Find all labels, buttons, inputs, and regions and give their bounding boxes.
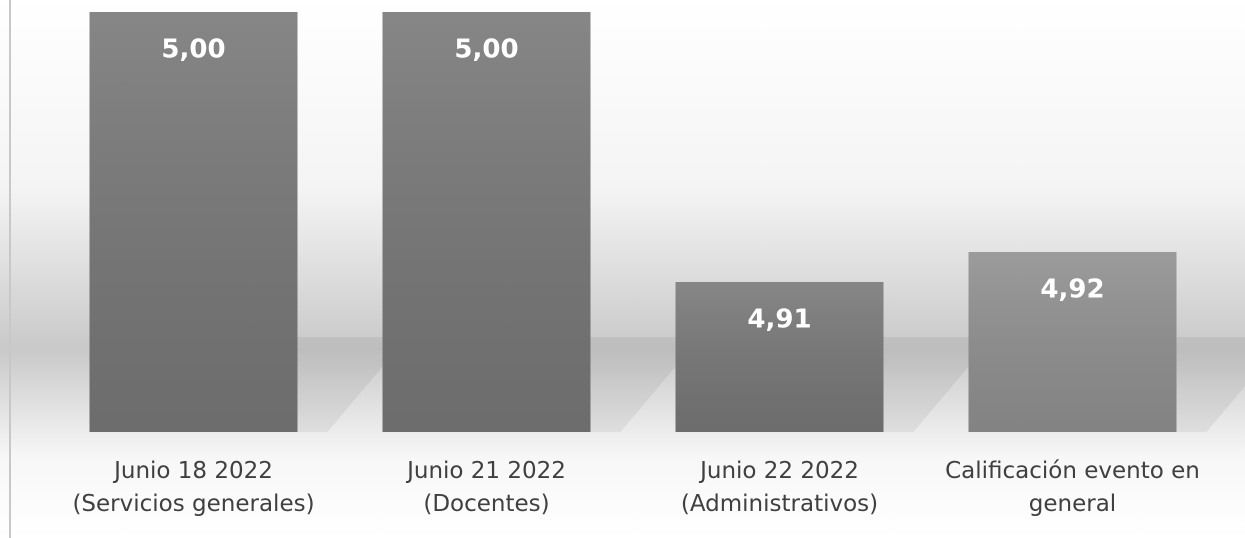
value-label: 5,00 <box>161 35 225 65</box>
bar-shadow <box>590 337 701 432</box>
bar-shade <box>89 12 298 432</box>
bar-shadow <box>1176 337 1245 432</box>
bar-shadow <box>883 337 994 432</box>
value-label: 5,00 <box>454 35 518 65</box>
bar-shadow <box>297 337 408 432</box>
bar-shade <box>382 12 591 432</box>
value-label: 4,91 <box>747 305 811 335</box>
x-tick-label: Junio 21 2022 (Docentes) <box>407 458 566 517</box>
value-label: 4,92 <box>1040 275 1104 305</box>
bar-shade <box>675 282 884 432</box>
x-tick-label: Junio 22 2022 (Administrativos) <box>680 458 879 517</box>
bar-shade <box>968 252 1177 432</box>
x-tick-label: Junio 18 2022 (Servicios generales) <box>72 458 315 517</box>
x-tick-label: Calificación evento en general <box>945 458 1200 517</box>
